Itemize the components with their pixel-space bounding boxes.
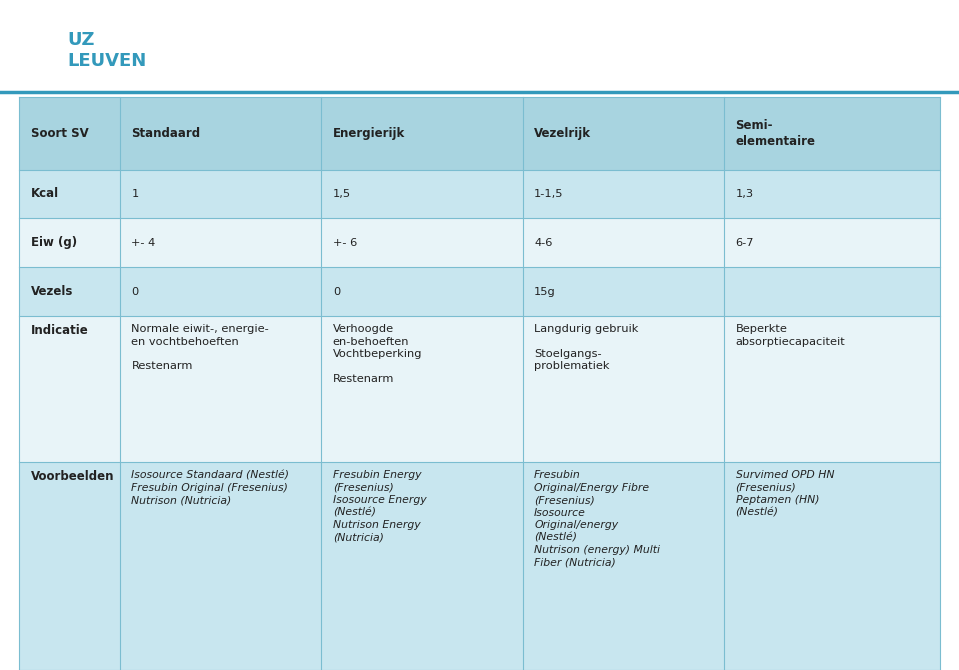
Bar [321, 462, 523, 670]
Bar [523, 218, 724, 267]
Text: Fresubin
Original/Energy Fibre
(Fresenius)
Isosource
Original/energy
(Nestlé)
Nu: Fresubin Original/Energy Fibre (Freseniu… [534, 470, 660, 567]
Text: Indicatie: Indicatie [31, 324, 88, 337]
Bar [321, 267, 523, 316]
Text: 6-7: 6-7 [736, 238, 754, 248]
Bar [321, 170, 523, 218]
Text: Vezels: Vezels [31, 285, 73, 298]
Bar [321, 316, 523, 462]
Text: UZ
LEUVEN: UZ LEUVEN [67, 31, 147, 70]
Text: Vezelrijk: Vezelrijk [534, 127, 591, 140]
Text: 1-1,5: 1-1,5 [534, 189, 564, 199]
Text: Energierijk: Energierijk [333, 127, 405, 140]
Bar [523, 267, 724, 316]
Text: Langdurig gebruik

Stoelgangs-
problematiek: Langdurig gebruik Stoelgangs- problemati… [534, 324, 639, 371]
Bar [724, 316, 940, 462]
Text: Normale eiwit-, energie-
en vochtbehoeften

Restenarm: Normale eiwit-, energie- en vochtbehoeft… [131, 324, 269, 371]
Bar [19, 170, 120, 218]
Bar [321, 218, 523, 267]
Bar [523, 170, 724, 218]
Text: Voorbeelden: Voorbeelden [31, 470, 114, 483]
Bar [523, 316, 724, 462]
Bar [724, 170, 940, 218]
Bar [120, 218, 321, 267]
Text: Eiw (g): Eiw (g) [31, 237, 77, 249]
Bar [120, 316, 321, 462]
Text: Standaard: Standaard [131, 127, 200, 140]
Text: Kcal: Kcal [31, 188, 58, 200]
Bar [523, 97, 724, 170]
Text: Soort SV: Soort SV [31, 127, 88, 140]
Bar [120, 267, 321, 316]
Bar [724, 218, 940, 267]
Text: 15g: 15g [534, 287, 556, 297]
Text: Verhoogde
en-behoeften
Vochtbeperking

Restenarm: Verhoogde en-behoeften Vochtbeperking Re… [333, 324, 422, 384]
Text: 0: 0 [131, 287, 139, 297]
Bar [523, 462, 724, 670]
Text: Beperkte
absorptiecapaciteit: Beperkte absorptiecapaciteit [736, 324, 845, 346]
Text: Survimed OPD HN
(Fresenius)
Peptamen (HN)
(Nestlé): Survimed OPD HN (Fresenius) Peptamen (HN… [736, 470, 834, 517]
Bar [321, 97, 523, 170]
Bar [120, 97, 321, 170]
Bar [724, 267, 940, 316]
Text: +- 6: +- 6 [333, 238, 357, 248]
Bar [120, 170, 321, 218]
Text: 1,3: 1,3 [736, 189, 754, 199]
Text: 0: 0 [333, 287, 340, 297]
Bar [120, 462, 321, 670]
Text: Isosource Standaard (Nestlé)
Fresubin Original (Fresenius)
Nutrison (Nutricia): Isosource Standaard (Nestlé) Fresubin Or… [131, 470, 290, 505]
Bar [19, 97, 120, 170]
Bar [19, 267, 120, 316]
Text: 1: 1 [131, 189, 139, 199]
Bar [724, 97, 940, 170]
Bar [19, 316, 120, 462]
Text: Semi-
elementaire: Semi- elementaire [736, 119, 815, 148]
Bar [19, 218, 120, 267]
Text: 4-6: 4-6 [534, 238, 552, 248]
Bar [19, 462, 120, 670]
Text: +- 4: +- 4 [131, 238, 155, 248]
Text: Fresubin Energy
(Fresenius)
Isosource Energy
(Nestlé)
Nutrison Energy
(Nutricia): Fresubin Energy (Fresenius) Isosource En… [333, 470, 427, 542]
Text: 1,5: 1,5 [333, 189, 351, 199]
Bar [724, 462, 940, 670]
